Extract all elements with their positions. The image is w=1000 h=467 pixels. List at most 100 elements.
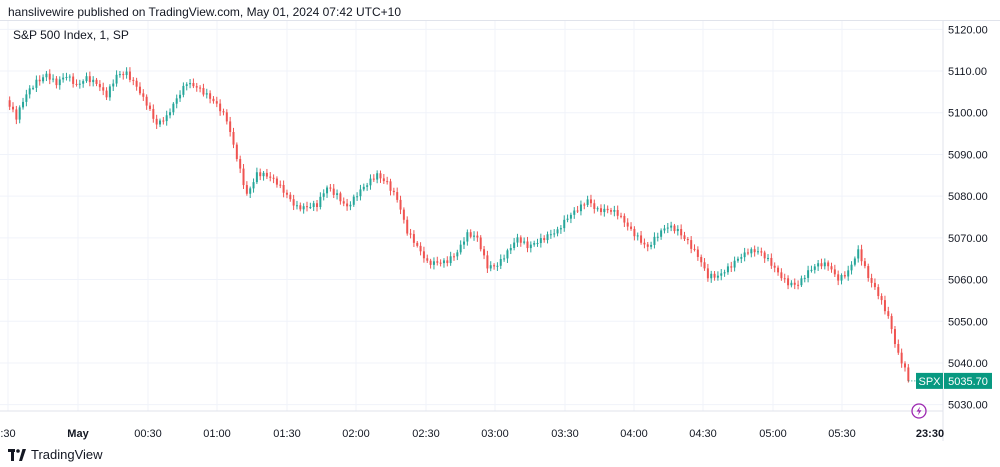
time-axis[interactable]: :30 May 00:30 01:00 01:30 02:00 02:30 03:00 03:3… bbox=[0, 428, 944, 440]
tradingview-logo-icon bbox=[8, 448, 26, 461]
candle bbox=[332, 184, 335, 199]
candle bbox=[469, 229, 472, 239]
candle bbox=[262, 171, 265, 181]
candle bbox=[402, 207, 405, 224]
candle bbox=[496, 262, 499, 271]
candle bbox=[586, 195, 589, 208]
candle bbox=[85, 72, 88, 83]
candle bbox=[710, 270, 713, 283]
candle bbox=[185, 82, 188, 91]
candle bbox=[676, 225, 679, 236]
candle bbox=[610, 207, 613, 215]
candle bbox=[219, 99, 222, 116]
candle bbox=[857, 245, 860, 263]
candle bbox=[88, 71, 91, 87]
candle bbox=[750, 247, 753, 258]
candle bbox=[626, 218, 629, 231]
candle bbox=[476, 231, 479, 242]
candle bbox=[533, 240, 536, 247]
candle bbox=[289, 192, 292, 202]
candle bbox=[249, 186, 252, 198]
candle bbox=[449, 251, 452, 266]
candle bbox=[446, 256, 449, 267]
candle bbox=[155, 114, 158, 129]
candle bbox=[596, 206, 599, 212]
candle bbox=[877, 284, 880, 300]
candle bbox=[539, 233, 542, 248]
candle bbox=[342, 197, 345, 207]
y-tick-label: 5100.00 bbox=[948, 108, 988, 120]
x-tick-label: 03:30 bbox=[551, 428, 579, 440]
candle bbox=[15, 105, 18, 125]
candle bbox=[817, 259, 820, 271]
candle bbox=[576, 205, 579, 214]
x-tick-label: 05:00 bbox=[759, 428, 787, 440]
candle bbox=[473, 231, 476, 241]
candle bbox=[666, 222, 669, 234]
candle bbox=[295, 200, 298, 210]
candle bbox=[740, 253, 743, 264]
candle bbox=[235, 142, 238, 162]
candle bbox=[606, 205, 609, 214]
candle bbox=[202, 83, 205, 97]
x-tick-label: 05:30 bbox=[828, 428, 856, 440]
candle bbox=[382, 174, 385, 184]
candle bbox=[352, 194, 355, 207]
symbol-badge: SPX bbox=[918, 376, 941, 388]
symbol-badge-bg bbox=[916, 372, 943, 389]
candle bbox=[526, 236, 529, 253]
candle bbox=[696, 246, 699, 261]
candle bbox=[379, 170, 382, 183]
candle bbox=[162, 117, 165, 125]
candle bbox=[152, 104, 155, 123]
candle bbox=[212, 96, 215, 104]
candle bbox=[646, 242, 649, 252]
candle bbox=[12, 102, 15, 113]
candle bbox=[536, 238, 539, 247]
candle bbox=[777, 265, 780, 276]
candle bbox=[416, 240, 419, 248]
candle bbox=[483, 245, 486, 260]
y-tick-label: 5030.00 bbox=[948, 400, 988, 412]
candle bbox=[653, 232, 656, 249]
candle bbox=[322, 189, 325, 201]
footer-brand-name: TradingView bbox=[31, 447, 103, 462]
candle bbox=[299, 202, 302, 212]
candle bbox=[8, 96, 11, 111]
x-tick-label: 01:30 bbox=[273, 428, 301, 440]
candle bbox=[326, 185, 329, 198]
candles bbox=[8, 67, 910, 383]
candle bbox=[392, 187, 395, 196]
candle bbox=[179, 90, 182, 102]
candle bbox=[523, 237, 526, 245]
candle bbox=[215, 96, 218, 108]
candle bbox=[282, 180, 285, 198]
candle bbox=[870, 273, 873, 288]
candle bbox=[349, 201, 352, 211]
candle bbox=[426, 254, 429, 263]
candle bbox=[319, 192, 322, 210]
chart-area[interactable]: 5030.00 5040.00 5050.00 5060.00 5070.00 5080.… bbox=[0, 20, 1000, 441]
candle bbox=[573, 207, 576, 219]
candle bbox=[686, 236, 689, 245]
candlestick-chart[interactable]: 5030.00 5040.00 5050.00 5060.00 5070.00 5080.… bbox=[0, 21, 1000, 441]
candle bbox=[593, 199, 596, 214]
candle bbox=[459, 240, 462, 255]
flash-icon[interactable] bbox=[911, 403, 927, 419]
last-price-badge: SPX 5035.70 bbox=[908, 372, 992, 389]
candle bbox=[703, 258, 706, 271]
candle bbox=[199, 85, 202, 93]
candle bbox=[225, 109, 228, 125]
price-axis[interactable]: 5030.00 5040.00 5050.00 5060.00 5070.00 5080.… bbox=[948, 24, 988, 411]
candle bbox=[660, 228, 663, 240]
candle bbox=[767, 254, 770, 262]
candle bbox=[670, 221, 673, 232]
candle bbox=[396, 187, 399, 203]
candle bbox=[366, 182, 369, 191]
candle bbox=[813, 264, 816, 274]
candle bbox=[28, 85, 31, 99]
candle bbox=[616, 205, 619, 220]
candle bbox=[272, 174, 275, 184]
candle bbox=[45, 70, 48, 82]
candle bbox=[763, 250, 766, 263]
